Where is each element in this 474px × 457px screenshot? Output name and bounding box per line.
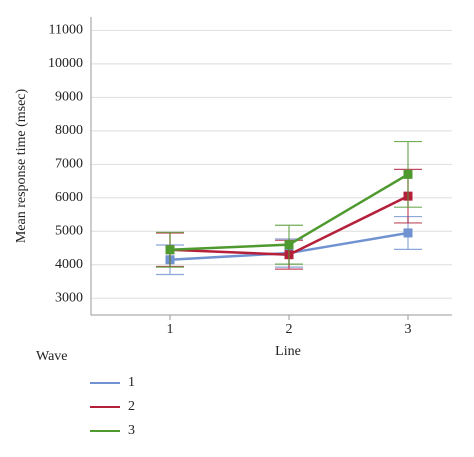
legend-label: 3 xyxy=(128,423,135,438)
x-tick-label: 1 xyxy=(167,322,174,337)
y-tick-label: 10000 xyxy=(48,56,83,71)
x-tick-label: 3 xyxy=(405,322,412,337)
point-marker xyxy=(165,245,175,255)
point-marker xyxy=(403,169,413,179)
legend-title: Wave xyxy=(36,349,68,364)
y-tick-label: 7000 xyxy=(55,157,83,172)
y-tick-label: 11000 xyxy=(49,23,83,38)
y-tick-label: 9000 xyxy=(55,90,83,105)
y-axis-label: Mean response time (msec) xyxy=(14,88,29,243)
point-marker xyxy=(284,240,294,250)
point-marker xyxy=(403,228,413,238)
y-tick-label: 4000 xyxy=(55,257,83,272)
x-axis-label: Line xyxy=(275,344,301,359)
legend-label: 2 xyxy=(128,399,135,414)
x-tick-label: 2 xyxy=(286,322,293,337)
y-tick-label: 3000 xyxy=(55,290,83,305)
y-tick-label: 8000 xyxy=(55,123,83,138)
y-tick-label: 5000 xyxy=(55,224,83,239)
y-tick-label: 6000 xyxy=(55,190,83,205)
legend-label: 1 xyxy=(128,375,135,390)
